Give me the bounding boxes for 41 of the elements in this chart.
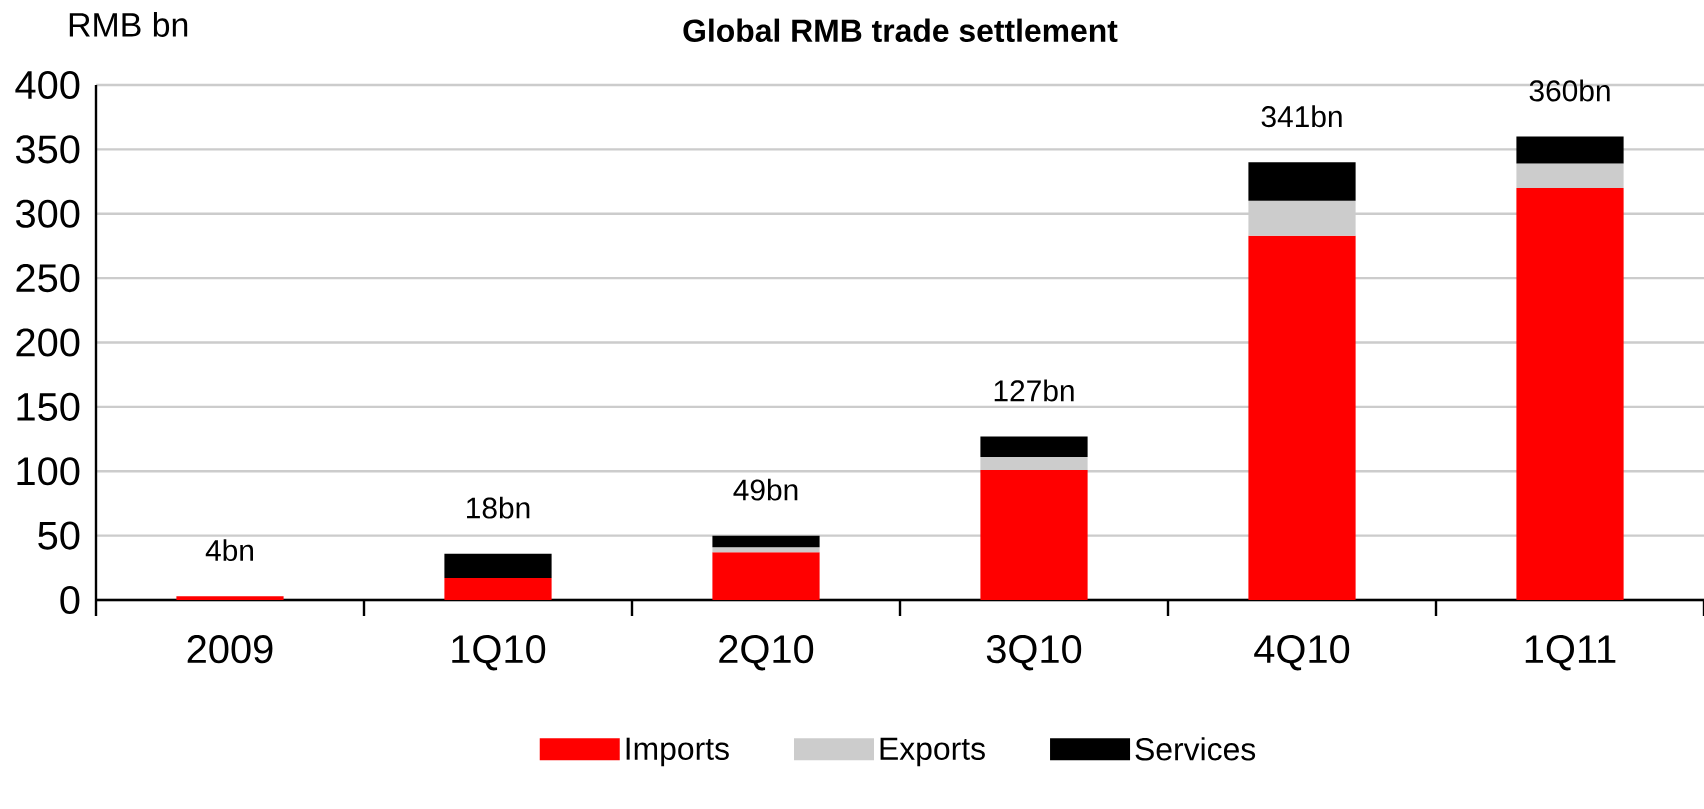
y-tick-label: 300 xyxy=(16,199,80,228)
y-axis-title: RMB bn xyxy=(69,12,188,37)
bar xyxy=(712,547,820,553)
bar xyxy=(1248,235,1356,600)
bar xyxy=(176,596,284,600)
total-label: 341bn xyxy=(1261,105,1342,128)
bar xyxy=(712,552,820,600)
legend-label: Services xyxy=(1135,737,1256,761)
bar xyxy=(444,553,552,579)
bar xyxy=(980,469,1088,600)
bar xyxy=(1516,187,1624,600)
y-tick-label: 150 xyxy=(17,392,80,421)
x-tick-label: 4Q10 xyxy=(1254,635,1350,671)
x-tick-label: 2009 xyxy=(187,635,273,664)
total-label: 360bn xyxy=(1529,79,1610,102)
x-tick-label: 3Q10 xyxy=(986,635,1082,671)
x-tick-label: 1Q10 xyxy=(452,635,546,671)
y-tick-label: 350 xyxy=(16,135,80,164)
chart-title: Global RMB trade settlement xyxy=(683,18,1118,42)
legend-label: Imports xyxy=(626,737,729,767)
y-tick-label: 250 xyxy=(16,264,80,293)
legend-label: Exports xyxy=(880,737,985,767)
bar xyxy=(444,578,552,600)
bar xyxy=(1516,163,1624,188)
y-tick-label: 50 xyxy=(38,521,80,550)
y-tick-label: 200 xyxy=(16,328,80,357)
y-tick-label: 0 xyxy=(60,585,80,615)
bar xyxy=(712,535,820,548)
total-label: 49bn xyxy=(733,478,798,501)
bar xyxy=(980,457,1088,470)
total-label: 127bn xyxy=(994,379,1074,402)
bar xyxy=(980,436,1088,458)
bar xyxy=(1248,200,1356,236)
total-label: 4bn xyxy=(205,539,253,562)
bar xyxy=(1516,136,1624,164)
x-tick-label: 1Q11 xyxy=(1525,635,1616,671)
annotation: 18bn xyxy=(467,496,530,519)
x-tick-label: 2Q10 xyxy=(719,635,814,671)
y-tick-label: 100 xyxy=(17,457,80,486)
bar xyxy=(1248,162,1356,201)
y-tick-label: 400 xyxy=(15,70,80,100)
